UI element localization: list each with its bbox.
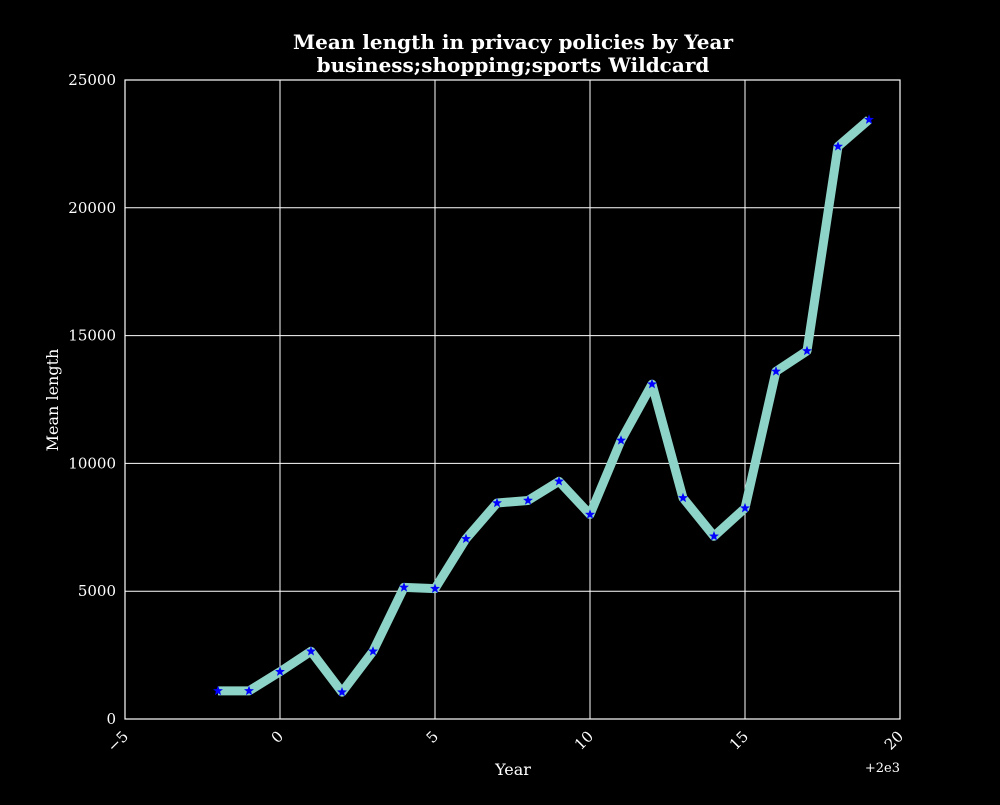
chart-title: Mean length in privacy policies by Year [293,30,734,54]
plot-frame [124,79,901,720]
data-point-star [616,435,626,445]
y-tick-label: 20000 [68,199,116,217]
chart-subtitle: business;shopping;sports Wildcard [317,53,710,77]
y-axis-label: Mean length [43,349,62,452]
data-point-star [647,378,657,389]
x-tick-label: 15 [726,727,752,753]
data-point-star [244,685,254,696]
data-point-star [585,509,595,519]
data-point-star [833,141,843,151]
y-tick-label: 10000 [68,454,116,472]
x-axis-offset-label: +2e3 [865,761,900,776]
y-tick-label: 25000 [68,71,116,89]
data-point-star [306,646,316,656]
data-point-star [771,366,781,376]
data-point-star [709,531,719,541]
x-tick-label: 0 [268,727,287,746]
data-point-star [523,495,533,505]
data-point-star [864,114,874,124]
x-axis-label: Year [494,760,531,779]
data-point-star [461,533,471,544]
y-tick-label: 15000 [68,327,116,345]
series-line [218,116,872,697]
y-tick-label: 5000 [78,582,116,600]
data-point-star [368,646,378,656]
data-point-star [213,685,223,696]
data-point-star [399,582,409,592]
x-tick-label: 10 [571,727,597,753]
x-tick-label: −5 [104,727,132,755]
x-tick-label: 20 [881,727,907,753]
data-point-star [802,345,812,356]
data-point-star [678,492,688,503]
data-point-star [740,502,750,513]
grid [124,79,901,720]
y-tick-label: 0 [106,710,116,728]
x-tick-label: 5 [423,727,442,746]
data-point-star [275,666,285,676]
data-point-star [492,497,502,508]
data-point-star [430,583,440,593]
data-point-star [337,686,347,697]
data-point-star [554,476,564,486]
data-series [213,114,874,697]
